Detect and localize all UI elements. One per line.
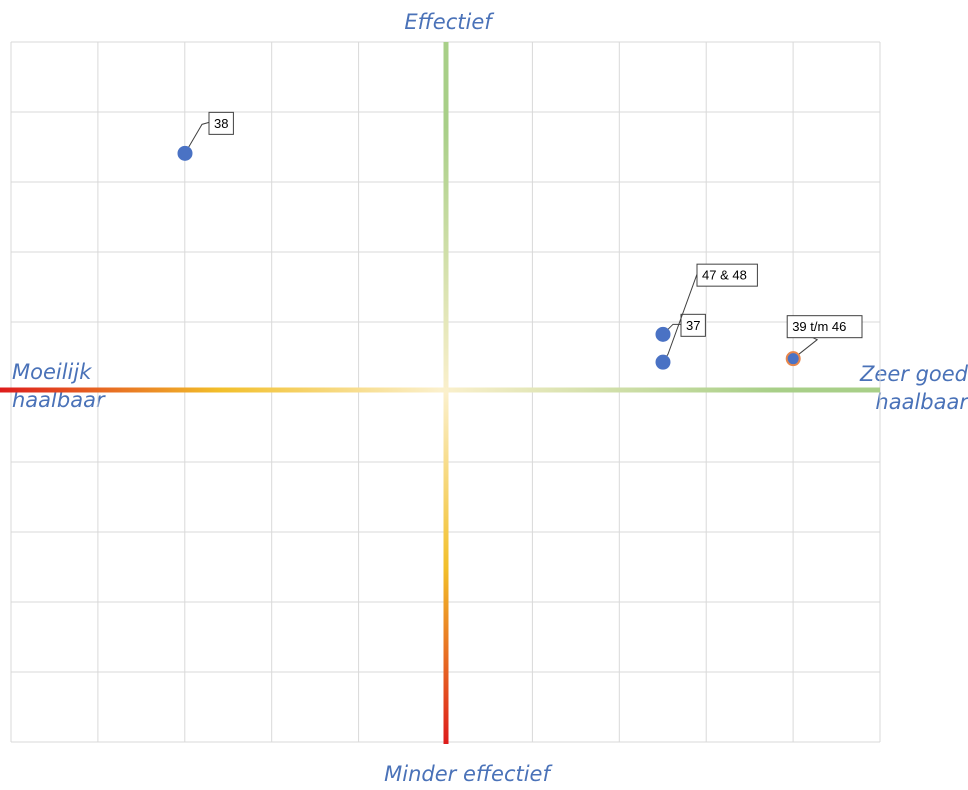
x-axis-right-label: Zeer goed haalbaar [860,360,968,416]
x-axis-line [0,387,880,393]
data-label: 47 & 48 [702,268,747,283]
data-label: 37 [686,318,700,333]
callout-box [786,315,863,339]
data-point [177,145,193,161]
x-axis-right-label-line1: Zeer goed [860,362,968,386]
x-axis-left-label-line1: Moeilijk [12,360,92,384]
data-point [655,354,671,370]
callout-leader-line [184,121,210,154]
y-axis-bottom-label: Minder effectief [384,762,550,786]
data-point [785,351,801,367]
data-label: 39 t/m 46 [792,319,846,334]
y-axis-top-label: Effectief [404,10,492,34]
callouts: 38 37 47 & 48 39 t/m 46 [184,111,863,363]
x-axis-right-label-line2: haalbaar [875,390,968,414]
axes [0,42,880,744]
callout-box [680,313,706,337]
callout-box [696,263,758,287]
y-axis-line [443,42,449,744]
data-point [655,326,671,342]
callout-box [208,111,234,135]
data-points [177,145,801,370]
data-label: 38 [214,116,228,131]
